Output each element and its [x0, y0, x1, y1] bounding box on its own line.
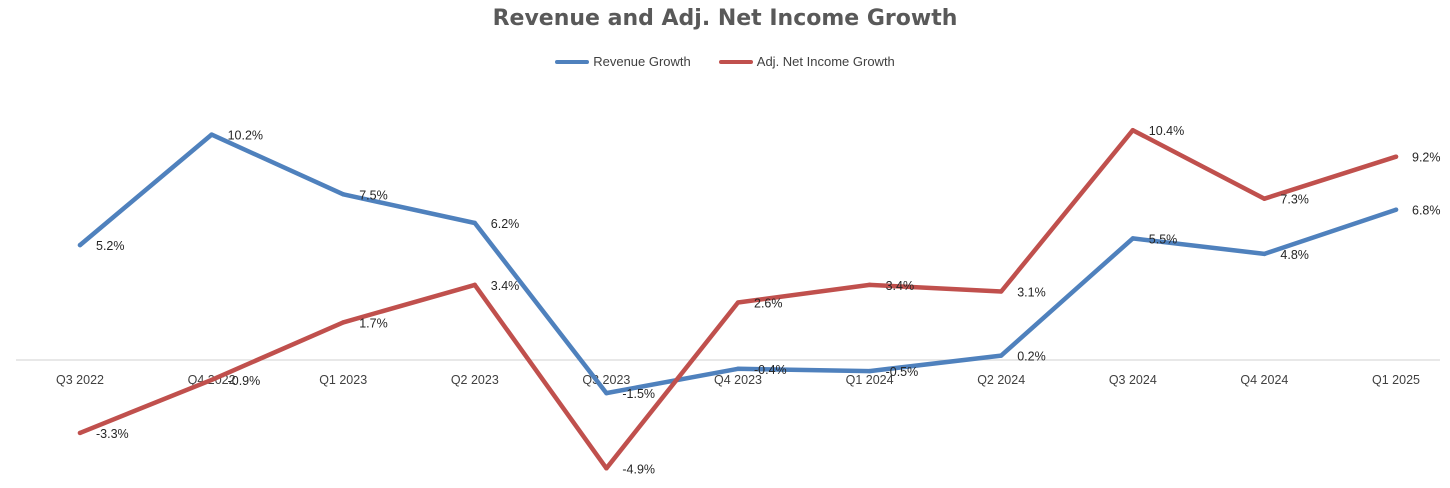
data-point-revenue-growth-q1-2023: [341, 192, 346, 197]
data-point-adj-net-income-growth-q3-2024: [1130, 127, 1136, 133]
chart-title: Revenue and Adj. Net Income Growth: [492, 6, 958, 31]
data-point-adj-net-income-growth-q1-2025: [1393, 154, 1399, 159]
legend-label-revenue-growth: Revenue Growth: [593, 54, 691, 69]
data-point-adj-net-income-growth-q1-2023: [341, 320, 346, 325]
data-label-revenue-growth-q2-2023: 6.2%: [491, 217, 520, 231]
x-tick-label-q3-2023: Q3 2023: [582, 373, 630, 387]
data-label-revenue-growth-q3-2022: 5.2%: [96, 239, 125, 253]
data-point-revenue-growth-q2-2024: [999, 353, 1004, 358]
data-point-revenue-growth-q3-2024: [1130, 236, 1136, 241]
data-point-revenue-growth-q1-2024: [867, 368, 872, 374]
x-tick-label-q3-2022: Q3 2022: [56, 373, 104, 387]
data-label-adj-net-income-growth-q3-2024: 10.4%: [1149, 124, 1184, 138]
x-tick-label-q3-2024: Q3 2024: [1109, 373, 1157, 387]
data-label-adj-net-income-growth-q4-2022: -0.9%: [228, 374, 261, 388]
series-line-revenue-growth: [77, 132, 1399, 396]
data-label-revenue-growth-q3-2023: -1.5%: [622, 387, 655, 401]
data-point-adj-net-income-growth-q3-2022: [77, 430, 83, 436]
data-label-adj-net-income-growth-q4-2023: 2.6%: [754, 297, 783, 311]
data-point-revenue-growth-q4-2022: [209, 132, 214, 137]
data-point-revenue-growth-q4-2023: [735, 366, 741, 372]
data-point-adj-net-income-growth-q4-2022: [209, 377, 214, 383]
data-label-adj-net-income-growth-q1-2024: 3.4%: [886, 279, 915, 293]
data-point-revenue-growth-q1-2025: [1393, 207, 1399, 212]
data-labels: 5.2% 10.2% 7.5% 6.2% -1.5% -0.4% -0.5% 0.2% 5.5%…: [96, 124, 1441, 476]
data-label-adj-net-income-growth-q3-2023: -4.9%: [622, 462, 655, 476]
data-point-adj-net-income-growth-q2-2023: [472, 282, 477, 288]
data-label-revenue-growth-q4-2024: 4.8%: [1280, 248, 1309, 262]
data-label-adj-net-income-growth-q2-2024: 3.1%: [1017, 285, 1045, 299]
data-point-adj-net-income-growth-q2-2024: [999, 289, 1004, 294]
x-tick-label-q1-2024: Q1 2024: [846, 373, 894, 387]
x-tick-label-q1-2023: Q1 2023: [319, 373, 367, 387]
data-label-adj-net-income-growth-q4-2024: 7.3%: [1280, 193, 1309, 207]
data-label-adj-net-income-growth-q1-2025: 9.2%: [1412, 151, 1441, 165]
data-label-adj-net-income-growth-q2-2023: 3.4%: [491, 279, 520, 293]
data-label-revenue-growth-q1-2023: 7.5%: [359, 188, 388, 202]
series-line-adj-net-income-growth: [77, 127, 1399, 471]
data-point-adj-net-income-growth-q1-2024: [867, 282, 872, 288]
legend-entry-revenue-growth: Revenue Growth: [555, 54, 691, 69]
legend-swatch-revenue-growth: [555, 59, 590, 64]
data-label-revenue-growth-q2-2024: 0.2%: [1017, 350, 1045, 364]
data-label-adj-net-income-growth-q1-2023: 1.7%: [359, 316, 388, 330]
data-point-revenue-growth-q4-2024: [1262, 251, 1267, 257]
x-tick-label-q4-2023: Q4 2023: [714, 373, 762, 387]
x-tick-label-q2-2023: Q2 2023: [451, 373, 499, 387]
data-label-revenue-growth-q3-2024: 5.5%: [1149, 232, 1178, 246]
data-point-adj-net-income-growth-q4-2023: [735, 300, 741, 305]
data-point-revenue-growth-q3-2023: [604, 390, 609, 396]
chart-legend: Revenue Growth Adj. Net Income Growth: [0, 54, 1450, 69]
data-point-revenue-growth-q2-2023: [472, 220, 477, 226]
x-tick-label-q1-2025: Q1 2025: [1372, 373, 1420, 387]
data-point-adj-net-income-growth-q4-2024: [1262, 196, 1267, 201]
x-tick-label-q2-2024: Q2 2024: [977, 373, 1025, 387]
data-point-revenue-growth-q3-2022: [77, 242, 83, 248]
legend-entry-adj-net-income-growth: Adj. Net Income Growth: [718, 54, 895, 69]
data-label-adj-net-income-growth-q3-2022: -3.3%: [96, 427, 129, 441]
x-axis: Q3 2022 Q4 2022 Q1 2023 Q2 2023 Q3 2023 Q4 20…: [16, 359, 1440, 387]
data-label-revenue-growth-q4-2022: 10.2%: [228, 129, 263, 143]
legend-swatch-adj-net-income-growth: [718, 59, 753, 64]
data-point-adj-net-income-growth-q3-2023: [604, 466, 609, 471]
data-label-revenue-growth-q1-2024: -0.5%: [886, 365, 919, 379]
x-tick-label-q4-2024: Q4 2024: [1240, 373, 1288, 387]
data-label-revenue-growth-q4-2023: -0.4%: [754, 363, 787, 377]
data-label-revenue-growth-q1-2025: 6.8%: [1412, 204, 1441, 218]
series-lines: [77, 127, 1399, 471]
legend-label-adj-net-income-growth: Adj. Net Income Growth: [756, 54, 895, 69]
